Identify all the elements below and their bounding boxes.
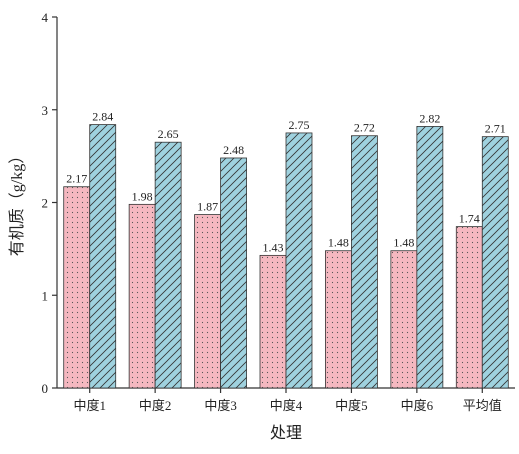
value-label: 2.17 [66, 172, 87, 186]
value-label: 2.72 [354, 121, 375, 135]
bar [351, 135, 378, 389]
value-label: 1.74 [459, 212, 480, 226]
x-tick-label: 中度2 [139, 398, 172, 413]
y-tick-label: 3 [42, 103, 49, 118]
y-axis-title: 有机质（g/kg） [8, 148, 26, 256]
value-label: 1.98 [132, 189, 153, 203]
value-label: 2.65 [158, 127, 179, 141]
x-tick-label: 中度6 [401, 398, 434, 413]
x-axis-title: 处理 [270, 424, 302, 442]
bar [154, 141, 182, 389]
value-label: 2.48 [223, 143, 244, 157]
value-label: 2.71 [485, 122, 506, 136]
x-tick-label: 中度1 [73, 398, 106, 413]
bar [63, 186, 91, 389]
value-label: 1.87 [197, 200, 218, 214]
x-tick-label: 中度3 [204, 398, 237, 413]
value-label: 2.82 [419, 111, 440, 125]
bar [325, 250, 352, 389]
bar [128, 203, 156, 389]
x-tick-label: 平均值 [463, 398, 502, 413]
bar [285, 132, 313, 389]
bar [220, 157, 247, 389]
x-tick-label: 中度4 [270, 398, 303, 413]
bar [455, 226, 483, 389]
bar [481, 136, 509, 389]
value-label: 1.43 [263, 240, 284, 254]
bar [259, 254, 287, 389]
bar [194, 214, 221, 389]
y-tick-label: 2 [42, 196, 49, 211]
value-label: 1.48 [393, 236, 414, 250]
x-tick-label: 中度5 [335, 398, 368, 413]
value-label: 2.75 [289, 118, 310, 132]
value-label: 2.84 [92, 110, 113, 124]
y-tick-label: 4 [42, 10, 49, 25]
value-label: 1.48 [328, 236, 349, 250]
bar [416, 126, 444, 389]
y-tick-label: 1 [42, 288, 49, 303]
bar [390, 250, 418, 389]
bar [89, 124, 117, 389]
y-tick-label: 0 [42, 381, 49, 396]
